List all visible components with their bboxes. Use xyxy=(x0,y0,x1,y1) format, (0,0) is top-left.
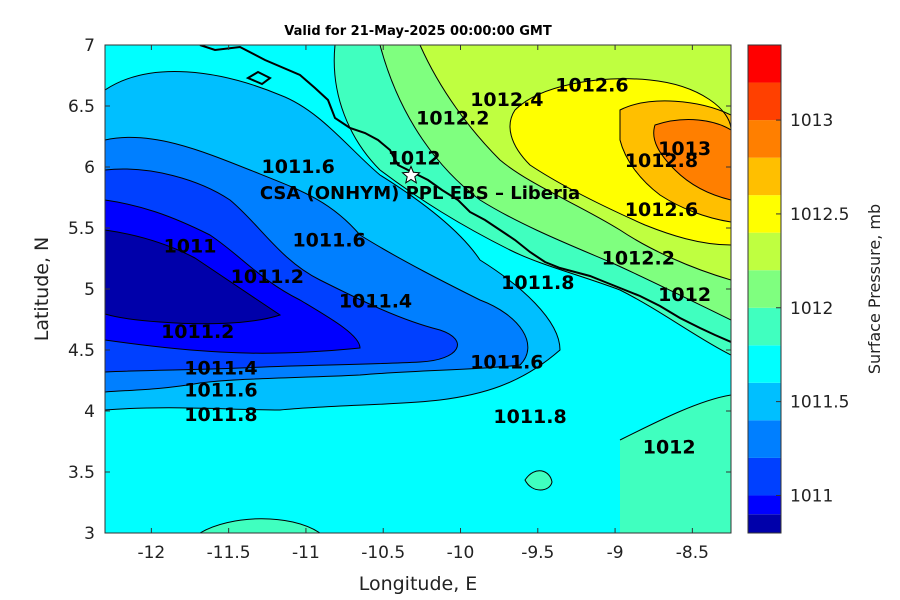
contour-line xyxy=(105,136,529,393)
contour-label: 1011.8 xyxy=(184,404,257,426)
contour-fill-1013 xyxy=(653,119,731,200)
contour-line xyxy=(419,45,731,281)
y-tick-label: 6.5 xyxy=(68,97,95,117)
y-tick-label: 4 xyxy=(84,402,95,422)
contour-line xyxy=(333,45,731,356)
x-tick-label: -11 xyxy=(292,543,320,563)
contour-line xyxy=(524,470,553,491)
colorbar-tick-label: 1012.5 xyxy=(790,205,849,225)
y-tick-label: 3.5 xyxy=(68,463,95,483)
y-tick-label: 3 xyxy=(84,524,95,544)
colorbar-segment xyxy=(748,495,781,515)
contour-label: 1011.4 xyxy=(184,357,257,379)
colorbar: 1011 1011.5 1012 1012.5 1013 xyxy=(747,44,849,534)
colorbar-segment xyxy=(748,45,781,83)
island-outline xyxy=(245,70,272,86)
y-tick-label: 7 xyxy=(84,36,95,56)
contour-label: 1011.8 xyxy=(501,272,574,294)
contour-line xyxy=(105,199,361,354)
contour-label: 1011 xyxy=(164,235,217,257)
x-tick-label: -12 xyxy=(137,543,165,563)
coastline xyxy=(199,45,731,343)
x-tick-label: -10 xyxy=(447,543,475,563)
colorbar-segment xyxy=(748,82,781,121)
contour-line xyxy=(509,78,731,246)
contour-label: 1012.2 xyxy=(602,248,675,270)
contour-label: 1012.4 xyxy=(470,89,543,111)
x-axis: -12 -11.5 -11 -10.5 -10 -9.5 -9 -8.5 xyxy=(137,45,709,563)
contour-label: 1012 xyxy=(658,284,711,306)
contour-labels: 10111011.21011.41011.61011.61011.21011.4… xyxy=(161,74,711,458)
x-axis-label: Longitude, E xyxy=(359,573,478,595)
contour-line xyxy=(653,119,731,201)
contour-fill-1010-8 xyxy=(105,230,280,324)
x-tick-label: -9 xyxy=(607,543,624,563)
contour-label: 1011.2 xyxy=(161,321,234,343)
colorbar-segment xyxy=(748,157,781,196)
x-tick-label: -8.5 xyxy=(676,543,709,563)
contour-label: 1011.4 xyxy=(339,290,412,312)
contour-line xyxy=(619,394,731,441)
colorbar-segment xyxy=(748,420,781,458)
y-tick-label: 5 xyxy=(84,280,95,300)
station-star-icon xyxy=(401,165,421,184)
contour-label: 1012.6 xyxy=(625,199,698,221)
contour-fill-1012-south xyxy=(200,518,320,533)
contour-label: 1011.8 xyxy=(493,406,566,428)
colorbar-label: Surface Pressure, mb xyxy=(865,204,884,374)
colorbar-segment xyxy=(748,457,781,496)
colorbar-frame xyxy=(747,44,782,534)
contour-fill-layer xyxy=(105,45,731,533)
contour-line xyxy=(379,45,731,321)
contour-label: 1012.2 xyxy=(416,107,489,129)
colorbar-tick-label: 1012 xyxy=(790,299,833,319)
colorbar-tick-label: 1011 xyxy=(790,486,833,506)
colorbar-segment xyxy=(748,345,781,383)
y-tick-label: 6 xyxy=(84,158,95,178)
y-axis-label: Latitude, N xyxy=(31,237,53,342)
contour-label: 1012 xyxy=(643,437,696,459)
colorbar-tick-label: 1011.5 xyxy=(790,393,849,413)
colorbar-segment xyxy=(748,307,781,346)
x-tick-label: -11.5 xyxy=(207,543,251,563)
y-axis: 3 3.5 4 4.5 5 5.5 6 6.5 7 xyxy=(68,36,731,544)
contour-line xyxy=(619,100,731,223)
contour-line xyxy=(105,229,282,325)
colorbar-segment xyxy=(748,270,781,308)
colorbar-segment xyxy=(748,120,781,158)
contour-fill-1012-se xyxy=(620,395,731,533)
contour-label: 1012.8 xyxy=(625,150,698,172)
contour-label: 1012.6 xyxy=(555,74,628,96)
y-tick-label: 5.5 xyxy=(68,219,95,239)
contour-line xyxy=(105,71,561,411)
station-label: CSA (ONHYM) PPL EBS – Liberia xyxy=(260,183,580,204)
coastline-path xyxy=(199,45,731,343)
contour-label: 1011.6 xyxy=(262,156,335,178)
x-tick-label: -10.5 xyxy=(361,543,405,563)
contour-label: 1011.6 xyxy=(470,351,543,373)
colorbar-segment xyxy=(748,514,781,533)
colorbar-segment xyxy=(748,382,781,421)
x-tick-label: -9.5 xyxy=(521,543,554,563)
colorbar-tick-label: 1013 xyxy=(790,111,833,131)
contour-label: 1012 xyxy=(388,148,441,170)
contour-fill-1012-island xyxy=(525,470,552,490)
contour-label: 1013 xyxy=(658,138,711,160)
colorbar-segment xyxy=(748,195,781,233)
contour-lines xyxy=(105,45,731,533)
contour-label: 1011.6 xyxy=(184,379,257,401)
colorbar-segment xyxy=(748,232,781,271)
contour-label: 1011.2 xyxy=(231,266,304,288)
contour-line xyxy=(105,168,458,373)
contour-line xyxy=(199,518,321,533)
map-title: Valid for 21-May-2025 00:00:00 GMT xyxy=(284,24,552,39)
station-marker: CSA (ONHYM) PPL EBS – Liberia xyxy=(260,165,580,204)
contour-label: 1011.6 xyxy=(292,229,365,251)
y-tick-label: 4.5 xyxy=(68,341,95,361)
